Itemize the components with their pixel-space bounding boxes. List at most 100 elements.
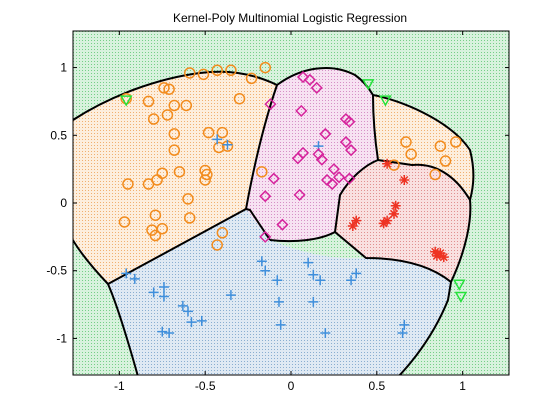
diamond-point [326,177,339,191]
diamond-point [296,146,310,159]
circle-point [245,72,258,85]
circle-point [163,83,175,95]
circle-point [168,144,181,156]
circle-point [161,109,174,121]
circle-point [168,99,181,112]
diamond-point [303,73,316,86]
circle-point [183,67,196,79]
plus-point [164,328,175,339]
diamond-point [310,81,323,94]
circle-point [118,216,131,228]
x-tick-label: 1 [459,379,466,393]
y-tick-label: 0 [60,196,67,210]
boundary-left-lower [73,238,139,375]
circle-point [197,68,210,81]
diamond-point [293,188,306,201]
data-points [118,61,468,339]
y-tick-label: -1 [56,331,67,345]
circle-point [201,168,213,181]
plus-point [177,300,188,311]
plus-point [351,268,362,279]
plus-point [157,326,168,337]
circle-point [156,222,169,235]
diamond-point [319,127,332,140]
boundary-orange-blue [107,208,271,285]
plus-point [346,275,357,286]
y-tick-label: 0.5 [50,128,67,142]
plus-point [303,257,314,268]
circle-point [211,64,223,77]
boundary-orange-magenta [245,84,278,210]
star-point [399,174,410,185]
circle-point [216,126,229,139]
region-blue [108,209,451,375]
plus-point [183,306,194,317]
plus-point [260,265,271,276]
circle-point [225,64,237,77]
plus-point [186,317,197,328]
plus-point [121,268,132,279]
diamond-point [312,148,325,161]
boundary-red-orange-right [377,159,471,201]
diamond-point [264,98,277,111]
circle-point [450,136,462,148]
circle-point [405,148,417,160]
circle-point [211,239,223,251]
circle-point [147,113,160,125]
boundary-right-lower [398,281,452,375]
triangle-point [452,279,466,291]
circle-point [122,178,134,190]
triangle-point [361,79,375,91]
star-point [388,208,399,219]
circle-point [199,174,211,186]
circle-point [233,92,246,105]
plus-point [196,315,207,326]
star-point [378,218,389,229]
diamond-point [343,115,356,128]
x-tick-label: 0.5 [368,379,385,393]
circle-point [213,141,225,154]
boundary-red-blue [334,231,452,283]
plus-point [315,275,326,286]
plus-point [225,290,236,301]
circle-point [173,166,186,178]
circle-point [180,99,193,112]
diamond-point [267,172,280,185]
x-tick-label: -0.5 [195,379,216,393]
plus-point [273,296,284,307]
region-magenta [246,67,378,242]
star-point [430,246,441,257]
diamond-point [327,163,340,176]
diamond-point [339,135,352,149]
circle-point [259,61,272,74]
circle-point [183,212,196,224]
diamond-point [333,171,346,184]
plus-point [308,269,319,280]
circle-point [216,227,229,239]
circle-point [149,209,162,221]
diamond-point [259,190,272,203]
circle-point [434,140,447,152]
x-tick-label: -1 [114,379,125,393]
y-tick-label: 1 [60,61,67,75]
plus-point [397,328,408,339]
circle-point [400,136,412,148]
plus-point [158,291,169,302]
star-point [438,252,449,263]
circle-point [158,82,170,94]
axes: -1 -0.5 0 0.5 1 1 0.5 0 -0.5 -1 [46,31,509,393]
circle-point [182,193,194,205]
diamond-point [345,144,358,157]
boundary-magenta-orange-right [372,94,379,161]
plus-point [256,256,267,267]
diamond-point [315,153,328,166]
star-point [351,215,362,226]
x-tick-label: 0 [288,379,295,393]
plus-point [212,134,223,145]
circle-point [202,126,215,139]
plus-point [222,139,233,150]
star-point [347,221,358,232]
diamond-point [320,173,334,187]
triangle-point [454,291,468,303]
